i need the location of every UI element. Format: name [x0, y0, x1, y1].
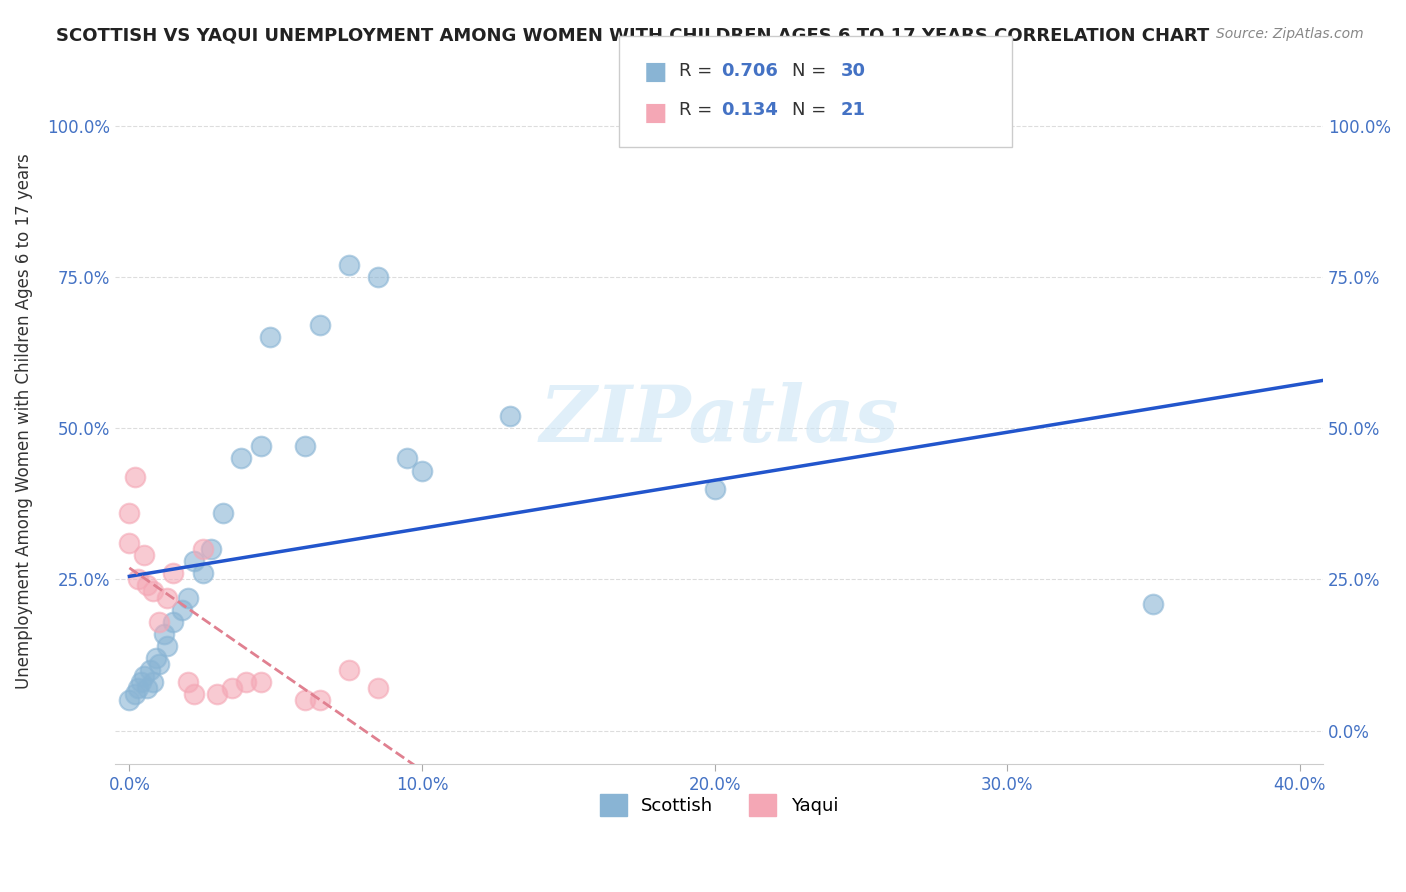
Point [156, 639, 179, 653]
Point [499, 409, 522, 423]
Point [191, 566, 214, 581]
Point [136, 578, 159, 592]
Point [153, 627, 176, 641]
Point [250, 439, 273, 453]
Point [259, 330, 281, 344]
Text: N =: N = [792, 62, 831, 80]
Point [142, 675, 165, 690]
Point [183, 687, 205, 701]
Y-axis label: Unemployment Among Women with Children Ages 6 to 17 years: Unemployment Among Women with Children A… [15, 153, 32, 689]
Point [235, 675, 257, 690]
Point [250, 675, 273, 690]
Point [170, 602, 193, 616]
Point [132, 669, 155, 683]
Point [127, 681, 149, 696]
Point [124, 687, 146, 701]
Point [337, 663, 360, 677]
Point [162, 615, 184, 629]
Point [212, 506, 235, 520]
Text: R =: R = [679, 101, 718, 119]
Point [1142, 597, 1164, 611]
Point [294, 439, 316, 453]
Point [200, 542, 222, 557]
Point [308, 318, 330, 333]
Text: ■: ■ [644, 60, 668, 84]
Point [148, 657, 170, 671]
Point [127, 573, 149, 587]
Text: 0.134: 0.134 [721, 101, 778, 119]
Point [177, 591, 200, 605]
Point [132, 548, 155, 562]
Point [136, 681, 159, 696]
Point [118, 693, 141, 707]
Point [703, 482, 725, 496]
Point [118, 506, 141, 520]
Point [367, 681, 389, 696]
Point [145, 651, 167, 665]
Point [139, 663, 162, 677]
Point [148, 615, 170, 629]
Point [177, 675, 200, 690]
Point [124, 469, 146, 483]
Text: N =: N = [792, 101, 831, 119]
Text: 0.706: 0.706 [721, 62, 778, 80]
Point [191, 542, 214, 557]
Point [337, 258, 360, 272]
Text: ■: ■ [644, 101, 668, 125]
Point [156, 591, 179, 605]
Point [229, 451, 252, 466]
Point [396, 451, 419, 466]
Text: 21: 21 [841, 101, 866, 119]
Point [142, 584, 165, 599]
Text: R =: R = [679, 62, 718, 80]
Text: SCOTTISH VS YAQUI UNEMPLOYMENT AMONG WOMEN WITH CHILDREN AGES 6 TO 17 YEARS CORR: SCOTTISH VS YAQUI UNEMPLOYMENT AMONG WOM… [56, 27, 1209, 45]
Point [118, 536, 141, 550]
Point [205, 687, 228, 701]
Point [221, 681, 243, 696]
Point [367, 270, 389, 285]
Point [411, 463, 433, 477]
Point [308, 693, 330, 707]
Legend: Scottish, Yaqui: Scottish, Yaqui [592, 787, 845, 823]
Point [129, 675, 152, 690]
Text: 30: 30 [841, 62, 866, 80]
Text: ZIPatlas: ZIPatlas [540, 383, 898, 458]
Point [162, 566, 184, 581]
Text: Source: ZipAtlas.com: Source: ZipAtlas.com [1216, 27, 1364, 41]
Point [294, 693, 316, 707]
Point [183, 554, 205, 568]
